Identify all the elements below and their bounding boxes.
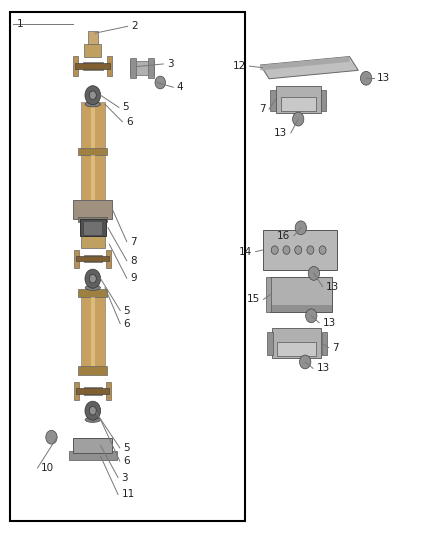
Bar: [78, 217, 107, 222]
Bar: [148, 58, 154, 78]
Bar: [272, 328, 321, 358]
Text: 5: 5: [122, 102, 129, 112]
Bar: [84, 44, 102, 57]
Bar: [80, 219, 106, 236]
Bar: [91, 297, 95, 367]
Bar: [262, 230, 337, 270]
Bar: [69, 451, 117, 459]
Circle shape: [308, 266, 320, 280]
Circle shape: [85, 269, 101, 288]
Circle shape: [293, 112, 304, 126]
Bar: [91, 155, 95, 200]
Bar: [130, 61, 154, 75]
Text: 7: 7: [130, 237, 137, 247]
Bar: [276, 86, 321, 113]
Circle shape: [46, 430, 57, 444]
Circle shape: [89, 274, 96, 283]
Text: 6: 6: [126, 117, 132, 127]
Bar: [78, 289, 107, 297]
Text: 11: 11: [121, 489, 135, 499]
Text: 5: 5: [124, 305, 131, 316]
Bar: [106, 382, 111, 400]
Bar: [76, 388, 110, 394]
Circle shape: [307, 246, 314, 254]
Text: 13: 13: [322, 318, 336, 328]
Text: 6: 6: [124, 319, 131, 329]
Bar: [281, 98, 317, 111]
Bar: [321, 90, 326, 111]
Polygon shape: [260, 56, 358, 79]
Bar: [73, 438, 113, 453]
Bar: [267, 332, 272, 355]
Bar: [106, 249, 111, 268]
Bar: [78, 366, 107, 375]
Bar: [322, 332, 327, 355]
Circle shape: [360, 71, 372, 85]
Bar: [83, 221, 102, 235]
Circle shape: [271, 246, 278, 254]
Text: 10: 10: [41, 463, 54, 473]
Bar: [270, 305, 332, 312]
Polygon shape: [260, 56, 350, 70]
Bar: [88, 30, 98, 44]
Bar: [91, 102, 95, 150]
Bar: [107, 56, 113, 76]
Text: 3: 3: [121, 473, 128, 482]
Bar: [73, 56, 78, 76]
Bar: [270, 277, 332, 312]
Bar: [76, 256, 110, 262]
Text: 13: 13: [326, 281, 339, 292]
Circle shape: [306, 309, 317, 322]
Circle shape: [85, 86, 101, 105]
Text: 13: 13: [377, 73, 390, 83]
Text: 3: 3: [167, 59, 173, 69]
Text: 7: 7: [332, 343, 339, 353]
Bar: [265, 277, 271, 312]
Text: 13: 13: [317, 364, 330, 373]
Text: 14: 14: [239, 247, 252, 257]
Circle shape: [295, 246, 302, 254]
Ellipse shape: [85, 417, 100, 422]
Bar: [81, 236, 105, 248]
Bar: [270, 90, 276, 111]
Text: 6: 6: [123, 456, 130, 466]
Text: 2: 2: [131, 21, 138, 31]
Circle shape: [89, 91, 96, 100]
Text: 4: 4: [177, 82, 184, 92]
Ellipse shape: [85, 285, 100, 290]
Ellipse shape: [85, 102, 100, 107]
Bar: [83, 62, 102, 70]
Bar: [277, 342, 317, 356]
Circle shape: [155, 76, 166, 89]
Bar: [81, 102, 105, 150]
Circle shape: [89, 407, 96, 415]
Bar: [81, 297, 105, 367]
Bar: [74, 249, 79, 268]
Bar: [84, 387, 102, 395]
Text: 9: 9: [130, 273, 137, 283]
Bar: [81, 155, 105, 200]
Bar: [130, 58, 136, 78]
Text: 1: 1: [17, 19, 23, 29]
Text: 12: 12: [233, 61, 246, 71]
Bar: [74, 382, 79, 400]
Text: 16: 16: [277, 231, 290, 241]
Circle shape: [319, 246, 326, 254]
Bar: [75, 63, 110, 69]
Bar: [78, 148, 107, 155]
Circle shape: [85, 401, 101, 420]
Text: 13: 13: [274, 128, 287, 138]
Bar: [73, 200, 113, 219]
Text: 15: 15: [247, 294, 260, 304]
Circle shape: [295, 221, 307, 235]
Circle shape: [300, 355, 311, 369]
Bar: [10, 12, 245, 521]
Text: 5: 5: [123, 443, 130, 453]
Bar: [84, 255, 102, 262]
Circle shape: [283, 246, 290, 254]
Text: 8: 8: [130, 256, 137, 265]
Text: 7: 7: [259, 104, 265, 114]
